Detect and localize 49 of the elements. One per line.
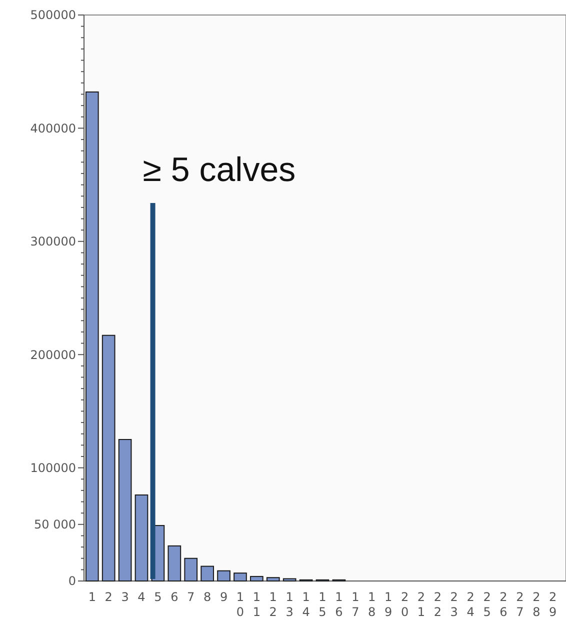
bar <box>234 572 247 582</box>
x-tick-label: 29 <box>546 590 560 620</box>
x-tick-label: 4 <box>134 590 149 605</box>
x-tick-label: 5 <box>150 590 165 605</box>
x-tick-label: 19 <box>381 590 396 620</box>
y-tick-label: 300000 <box>30 234 76 249</box>
y-tick-label: 100000 <box>30 461 76 475</box>
x-tick-label: 13 <box>282 590 297 620</box>
x-tick-label: 1 <box>85 590 100 605</box>
y-tick-label: 0 <box>68 574 76 588</box>
x-tick-label: 24 <box>464 590 478 620</box>
x-tick-label: 14 <box>299 590 314 620</box>
bar <box>250 576 264 582</box>
bar <box>217 570 230 582</box>
bar <box>85 91 99 582</box>
y-tick-label: 400000 <box>30 121 76 136</box>
x-tick-label: 7 <box>184 590 198 605</box>
x-tick-label: 9 <box>216 590 231 605</box>
x-tick-label: 11 <box>250 590 264 620</box>
x-tick-label: 28 <box>529 590 544 620</box>
bar <box>200 566 214 582</box>
x-tick-label: 16 <box>332 590 346 620</box>
bar <box>266 577 280 582</box>
bar <box>134 494 148 582</box>
x-tick-label: 25 <box>480 590 494 620</box>
x-tick-label: 18 <box>364 590 379 620</box>
x-tick-label: 22 <box>430 590 445 620</box>
x-tick-label: 26 <box>496 590 510 620</box>
y-tick-label: 50 000 <box>34 518 76 532</box>
bar <box>168 545 182 582</box>
x-tick-label: 8 <box>200 590 214 605</box>
x-tick-label: 27 <box>512 590 527 620</box>
x-tick-label: 6 <box>167 590 182 605</box>
ref-line-label: ≥ 5 calves <box>142 151 296 189</box>
bar <box>282 578 296 582</box>
x-tick-label: 2 <box>102 590 116 605</box>
x-tick-label: 15 <box>316 590 330 620</box>
bar <box>184 558 198 582</box>
x-tick-label: 17 <box>348 590 362 620</box>
y-tick-label: 500000 <box>30 8 76 22</box>
y-tick-label: 200000 <box>30 348 76 362</box>
x-tick-label: 21 <box>414 590 428 620</box>
bar <box>102 334 116 582</box>
x-tick-label: 12 <box>266 590 280 620</box>
x-tick-label: 10 <box>233 590 248 620</box>
x-tick-label: 23 <box>447 590 462 620</box>
x-tick-label: 3 <box>118 590 132 605</box>
x-tick-label: 20 <box>398 590 412 620</box>
bar <box>118 439 132 582</box>
